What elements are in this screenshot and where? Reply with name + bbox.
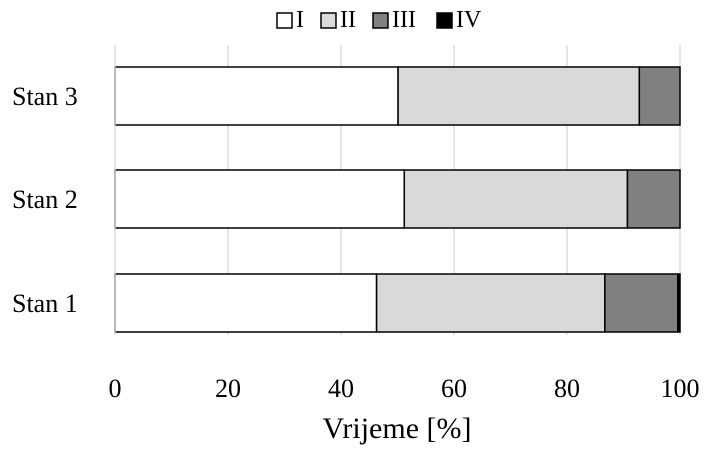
bar-segment — [114, 273, 378, 333]
legend-swatch — [372, 12, 389, 29]
bar-segment — [638, 66, 681, 126]
bar-segment — [114, 169, 406, 229]
legend-swatch — [436, 12, 453, 29]
y-category-label: Stan 2 — [12, 185, 78, 214]
bars — [114, 66, 681, 333]
legend: I II III IV — [276, 7, 482, 33]
bar-segment — [114, 66, 399, 126]
x-tick-label: 20 — [215, 374, 241, 403]
y-category-label: Stan 3 — [12, 82, 78, 111]
bar-segment — [375, 273, 606, 333]
legend-label: I — [296, 7, 304, 33]
bar-segment — [626, 169, 681, 229]
x-tick-label: 100 — [661, 374, 700, 403]
legend-label: III — [392, 7, 416, 33]
bar-segment — [397, 66, 641, 126]
bar-segment — [676, 273, 681, 333]
bar-segment — [403, 169, 629, 229]
x-tick-label: 60 — [441, 374, 467, 403]
legend-label: IV — [456, 7, 482, 33]
legend-swatch — [320, 12, 337, 29]
bar-segment — [604, 273, 679, 333]
x-axis-title: Vrijeme [%] — [323, 412, 472, 445]
y-category-label: Stan 1 — [12, 289, 78, 318]
axes: 0 20 40 60 80 100 Stan 1 Stan 2 Stan 3 — [12, 45, 700, 403]
legend-swatch — [276, 12, 293, 29]
x-tick-label: 40 — [328, 374, 354, 403]
x-tick-label: 80 — [554, 374, 580, 403]
x-tick-label: 0 — [109, 374, 122, 403]
legend-label: II — [340, 7, 356, 33]
